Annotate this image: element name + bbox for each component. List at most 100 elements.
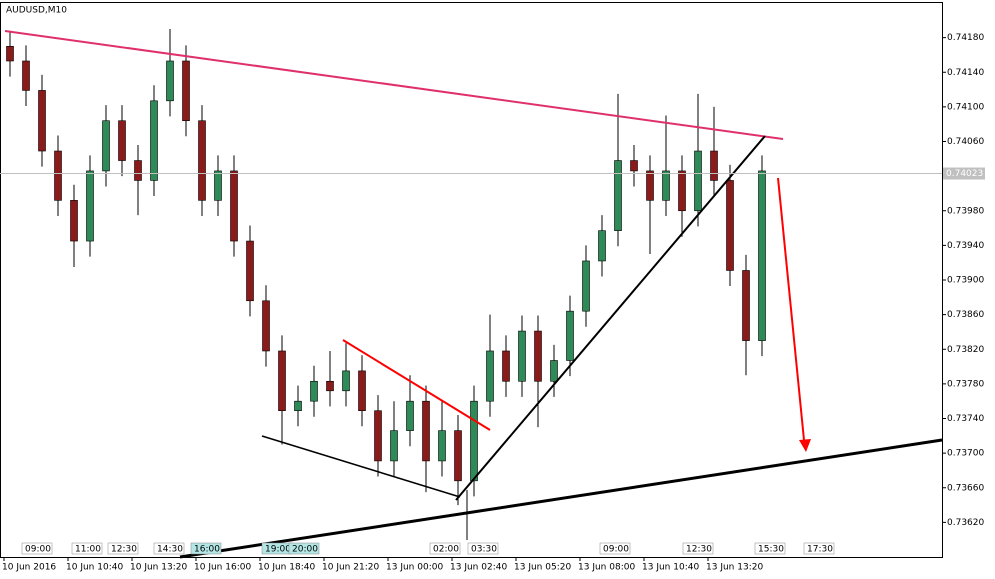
candle-body <box>358 370 366 412</box>
x-tick-label: 10 Jun 16:00 <box>194 563 251 573</box>
candle <box>246 225 254 317</box>
x-tick-label: 13 Jun 13:20 <box>706 563 763 573</box>
candle-body <box>150 100 158 181</box>
candle <box>614 93 622 247</box>
time-marker: 17:30 <box>807 545 833 555</box>
candle-body <box>294 400 302 412</box>
time-marker: 20:00 <box>292 545 318 555</box>
candle-body <box>22 60 30 91</box>
candle <box>182 45 190 137</box>
time-marker-box <box>107 542 139 555</box>
current-price-box <box>943 167 985 180</box>
trend-line <box>455 135 766 501</box>
candle <box>534 315 542 428</box>
time-marker: 19:00 <box>265 545 291 555</box>
candle-body <box>326 380 334 392</box>
candle <box>742 254 750 376</box>
candle-body <box>86 170 94 242</box>
candle <box>6 30 14 77</box>
candle <box>86 155 94 257</box>
candle-body <box>6 45 14 62</box>
time-marker-box <box>21 542 53 555</box>
candle-body <box>166 60 174 102</box>
x-tick-label: 13 Jun 10:40 <box>642 563 699 573</box>
candle <box>278 335 286 445</box>
candle-body <box>102 120 110 172</box>
y-tick-label: 0.74100 <box>947 102 984 112</box>
candle <box>710 106 718 197</box>
candle <box>758 155 766 357</box>
candle-body <box>134 160 142 181</box>
candle-body <box>582 260 590 312</box>
x-tick-label: 13 Jun 08:00 <box>578 563 635 573</box>
candle <box>38 74 46 167</box>
candle <box>70 184 78 268</box>
y-tick-label: 0.74140 <box>947 68 984 78</box>
candle-body <box>118 120 126 161</box>
time-marker-box <box>467 542 499 555</box>
candle-body <box>230 170 238 242</box>
time-marker: 03:30 <box>471 545 497 555</box>
x-tick-label: 13 Jun 00:00 <box>386 563 443 573</box>
candle <box>262 285 270 367</box>
time-marker-box <box>803 542 835 555</box>
time-marker: 14:30 <box>157 545 183 555</box>
candle-body <box>710 150 718 181</box>
support-line <box>179 438 943 559</box>
candle <box>134 144 142 216</box>
y-tick-label: 0.73740 <box>947 414 984 424</box>
candle <box>694 93 702 227</box>
candle-body <box>454 430 462 482</box>
marks <box>6 28 766 506</box>
time-marker: 11:00 <box>75 545 101 555</box>
x-tick-label: 10 Jun 13:20 <box>130 563 187 573</box>
y-tick-label: 0.73980 <box>947 206 984 216</box>
candle <box>118 105 126 177</box>
candle <box>598 215 606 277</box>
candle <box>486 314 494 417</box>
candle-body <box>182 60 190 122</box>
candle-body <box>54 150 62 201</box>
chart-title: AUDUSD,M10 <box>6 6 67 16</box>
candle-body <box>486 350 494 402</box>
time-marker: 02:00 <box>433 545 459 555</box>
candle <box>550 344 558 397</box>
arrow-head <box>799 439 811 452</box>
time-marker-box <box>599 542 631 555</box>
channel-line <box>261 435 461 498</box>
candle <box>326 350 334 407</box>
candle <box>726 164 734 287</box>
candle <box>518 315 526 397</box>
candle-body <box>662 170 670 201</box>
time-marker-box <box>71 542 103 555</box>
candle-body <box>550 360 558 382</box>
current-price-label: 0.74023 <box>946 169 983 179</box>
candle-body <box>470 400 478 482</box>
candle-body <box>198 120 206 201</box>
candle-body <box>342 370 350 392</box>
y-tick-label: 0.73820 <box>947 345 984 355</box>
candle <box>390 401 398 477</box>
candle-body <box>310 380 318 402</box>
candle <box>646 155 654 255</box>
y-tick-label: 0.73660 <box>947 483 984 493</box>
candle-body <box>678 170 686 212</box>
time-marker: 15:30 <box>758 545 784 555</box>
forecast-arrow <box>777 177 805 441</box>
x-tick-label: 10 Jun 21:20 <box>322 563 379 573</box>
candle-body <box>390 430 398 462</box>
candle <box>342 343 350 407</box>
candle-body <box>374 410 382 462</box>
y-tick-label: 0.74180 <box>947 33 984 43</box>
candle-body <box>406 400 414 431</box>
candle-body <box>742 270 750 341</box>
candle <box>502 335 510 397</box>
candle-body <box>518 330 526 382</box>
candle <box>422 385 430 493</box>
candle-body <box>262 300 270 352</box>
y-tick-label: 0.73860 <box>947 310 984 320</box>
time-marker: 09:00 <box>25 545 51 555</box>
candle-body <box>422 400 430 462</box>
candle <box>214 155 222 216</box>
